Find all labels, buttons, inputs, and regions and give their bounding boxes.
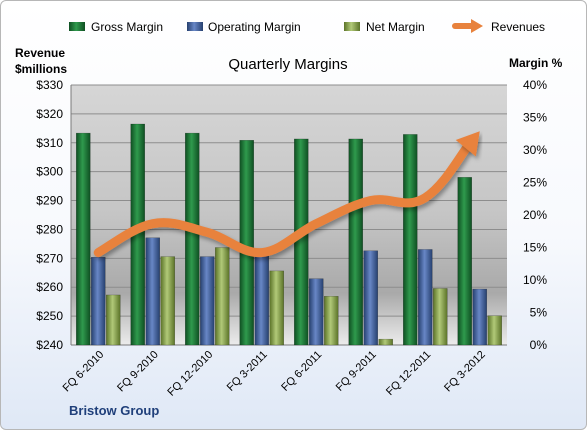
x-tick-label: FQ 6-2011	[279, 349, 324, 394]
legend: Gross Margin Operating Margin Net Margin…	[69, 19, 545, 34]
right-tick-label: 10%	[523, 273, 547, 287]
bar-net-margin	[269, 270, 284, 346]
right-tick-label: 35%	[523, 111, 547, 125]
right-tick-label: 40%	[523, 78, 547, 92]
left-tick-label: $320	[36, 107, 63, 121]
right-tick-label: 30%	[523, 143, 547, 157]
x-tick-label: FQ 6-2010	[61, 349, 107, 395]
right-tick-label: 25%	[523, 176, 547, 190]
revenue-arrowhead	[455, 131, 480, 157]
right-tick-label: 5%	[530, 306, 548, 320]
legend-swatch-net-margin	[344, 22, 360, 31]
left-tick-label: $240	[36, 338, 63, 352]
left-tick-label: $270	[36, 251, 63, 265]
left-axis-label-line1: Revenue	[15, 46, 65, 60]
left-tick-label: $260	[36, 280, 63, 294]
company-name: Bristow Group	[69, 403, 159, 418]
x-tick-label: FQ 9-2011	[334, 349, 379, 394]
bar-net-margin	[324, 296, 339, 346]
revenue-line	[93, 137, 476, 258]
bar-net-margin	[433, 288, 448, 346]
bar-operating-margin	[145, 237, 160, 346]
revenue-point	[424, 197, 426, 199]
legend-swatch-gross-margin	[69, 22, 85, 31]
x-tick-label: FQ 3-2012	[442, 349, 488, 395]
x-tick-label: FQ 12-2011	[384, 349, 433, 398]
legend-label-operating-margin: Operating Margin	[208, 20, 301, 34]
left-axis-label-line2: $millions	[15, 62, 67, 76]
revenue-point	[261, 252, 263, 254]
bar-gross-margin	[185, 132, 200, 346]
revenue-point	[479, 130, 481, 132]
bar-operating-margin	[254, 255, 269, 346]
bar-gross-margin	[294, 138, 309, 346]
bar-operating-margin	[200, 256, 215, 346]
left-tick-label: $300	[36, 165, 63, 179]
bar-operating-margin	[418, 249, 433, 346]
revenue-point	[97, 252, 99, 254]
right-tick-label: 15%	[523, 241, 547, 255]
x-axis-ticks: FQ 6-2010 FQ 9-2010 FQ 12-2010 FQ 3-2011 FQ …	[61, 349, 488, 399]
left-axis-ticks: $240 $250 $260 $270 $280 $290 $300 $310 $320 $330	[36, 78, 63, 352]
left-tick-label: $290	[36, 194, 63, 208]
revenue-line-group	[93, 130, 481, 258]
right-tick-label: 0%	[530, 338, 548, 352]
chart-title: Quarterly Margins	[228, 56, 347, 73]
legend-label-net-margin: Net Margin	[366, 20, 425, 34]
legend-arrowhead-revenues	[471, 19, 483, 33]
revenue-point	[315, 223, 317, 225]
bar-net-margin	[215, 247, 230, 346]
x-tick-label: FQ 12-2010	[165, 349, 215, 399]
x-tick-label: FQ 3-2011	[225, 349, 270, 394]
bar-gross-margin	[239, 140, 254, 346]
left-tick-label: $250	[36, 309, 63, 323]
bar-net-margin	[487, 315, 502, 346]
bar-gross-margin	[76, 132, 91, 346]
revenue-point	[370, 200, 372, 202]
left-tick-label: $330	[36, 78, 63, 92]
revenue-point	[152, 223, 154, 225]
left-tick-label: $280	[36, 222, 63, 236]
right-axis-ticks: 0% 5% 10% 15% 20% 25% 30% 35% 40%	[523, 78, 547, 352]
bar-operating-margin	[363, 250, 378, 346]
bar-operating-margin	[91, 257, 106, 346]
bars-group	[76, 123, 502, 346]
bar-net-margin	[378, 338, 393, 346]
legend-label-revenues: Revenues	[491, 20, 545, 34]
revenue-point	[206, 231, 208, 233]
right-axis-label: Margin %	[509, 56, 563, 70]
legend-swatch-operating-margin	[187, 22, 203, 31]
bar-net-margin	[160, 256, 175, 346]
x-tick-label: FQ 9-2010	[115, 349, 161, 395]
legend-label-gross-margin: Gross Margin	[91, 20, 163, 34]
bar-operating-margin	[472, 288, 487, 346]
left-tick-label: $310	[36, 136, 63, 150]
bar-gross-margin	[348, 138, 363, 346]
bar-net-margin	[106, 294, 121, 346]
bar-gross-margin	[403, 134, 418, 346]
right-tick-label: 20%	[523, 208, 547, 222]
bar-gross-margin	[457, 177, 472, 346]
bar-operating-margin	[309, 278, 324, 346]
